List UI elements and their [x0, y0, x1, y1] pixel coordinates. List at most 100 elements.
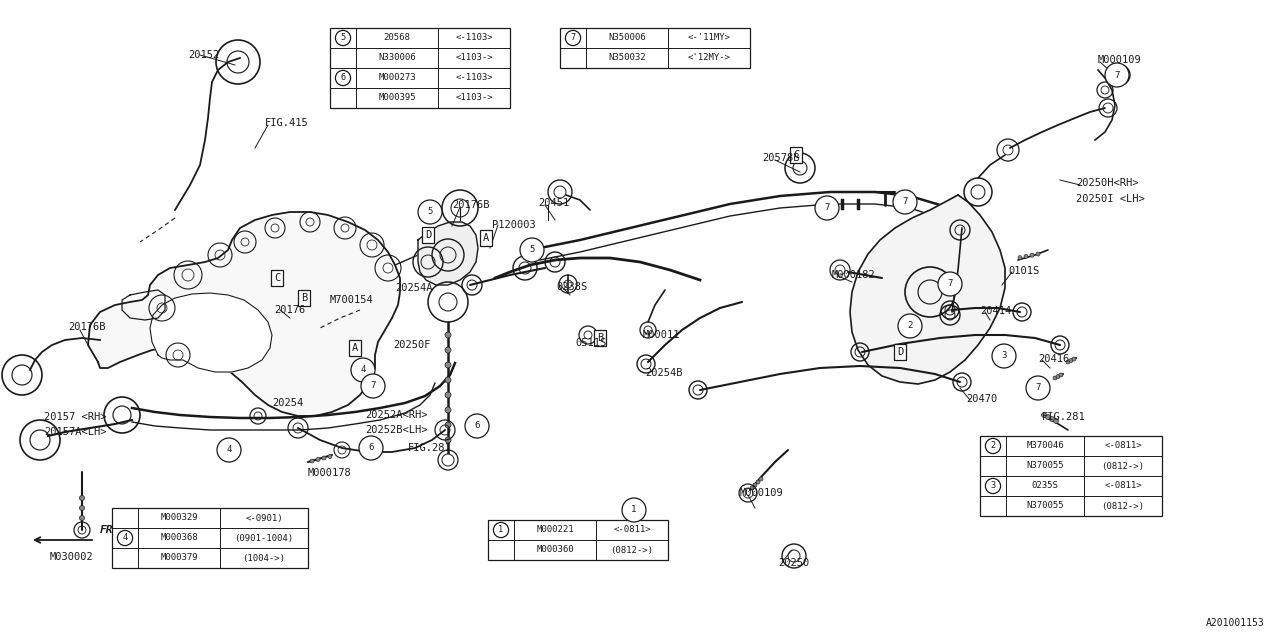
Text: 20252A<RH>: 20252A<RH>: [365, 410, 428, 420]
Bar: [488, 520, 668, 560]
Text: 7: 7: [370, 381, 376, 390]
Circle shape: [79, 495, 84, 500]
Circle shape: [361, 374, 385, 398]
Text: 7: 7: [947, 280, 952, 289]
Circle shape: [445, 347, 451, 353]
Circle shape: [445, 392, 451, 398]
Text: 3: 3: [991, 481, 996, 490]
Text: 20176: 20176: [274, 305, 305, 315]
Text: <-0901): <-0901): [246, 513, 283, 522]
Circle shape: [419, 200, 442, 224]
Circle shape: [358, 436, 383, 460]
Text: P120003: P120003: [492, 220, 536, 230]
Circle shape: [335, 70, 351, 86]
Text: 2: 2: [908, 321, 913, 330]
Text: 20250H<RH>: 20250H<RH>: [1076, 178, 1138, 188]
Text: A: A: [483, 233, 489, 243]
Circle shape: [1024, 254, 1028, 259]
Circle shape: [445, 407, 451, 413]
Polygon shape: [850, 195, 1005, 384]
Text: N370055: N370055: [1027, 502, 1064, 511]
Circle shape: [323, 456, 326, 460]
Circle shape: [1036, 252, 1039, 256]
Circle shape: [79, 515, 84, 520]
Text: 6: 6: [340, 74, 346, 83]
Polygon shape: [88, 212, 399, 416]
Circle shape: [1053, 419, 1059, 424]
Text: N370055: N370055: [1027, 461, 1064, 470]
Text: C: C: [274, 273, 280, 283]
Circle shape: [1105, 63, 1129, 87]
Circle shape: [465, 414, 489, 438]
Text: 0511S: 0511S: [575, 338, 607, 348]
Circle shape: [750, 486, 754, 490]
Text: (0812->): (0812->): [1102, 502, 1144, 511]
Circle shape: [899, 314, 922, 338]
Circle shape: [753, 483, 756, 487]
Text: 7: 7: [1036, 383, 1041, 392]
Circle shape: [1018, 255, 1021, 260]
Circle shape: [218, 438, 241, 462]
Text: 0235S: 0235S: [1032, 481, 1059, 490]
Text: M700154: M700154: [330, 295, 374, 305]
Circle shape: [1053, 376, 1057, 380]
Circle shape: [1041, 387, 1044, 390]
Text: 20568: 20568: [384, 33, 411, 42]
Text: M370046: M370046: [1027, 442, 1064, 451]
Circle shape: [445, 362, 451, 368]
Circle shape: [1042, 413, 1047, 417]
Text: <-0811>: <-0811>: [1105, 481, 1142, 490]
Text: 6: 6: [475, 422, 480, 431]
Text: 20152: 20152: [188, 50, 219, 60]
Text: M000273: M000273: [378, 74, 416, 83]
Circle shape: [1059, 373, 1062, 377]
Circle shape: [445, 422, 451, 428]
Bar: [980, 436, 1162, 516]
Text: N330006: N330006: [378, 54, 416, 63]
Text: 4: 4: [360, 365, 366, 374]
Text: 20250I <LH>: 20250I <LH>: [1076, 194, 1144, 204]
Circle shape: [79, 506, 84, 511]
Text: 20254B: 20254B: [645, 368, 682, 378]
Circle shape: [1073, 357, 1076, 361]
Text: 20157A<LH>: 20157A<LH>: [44, 427, 106, 437]
Circle shape: [566, 30, 581, 45]
Text: N350032: N350032: [608, 54, 646, 63]
Circle shape: [520, 238, 544, 262]
Text: <-0811>: <-0811>: [613, 525, 650, 534]
Circle shape: [986, 478, 1001, 493]
Circle shape: [1046, 415, 1051, 419]
Text: <-1103>: <-1103>: [456, 74, 493, 83]
Text: D: D: [897, 347, 904, 357]
Circle shape: [1030, 253, 1034, 257]
Text: N350006: N350006: [608, 33, 646, 42]
Text: C: C: [792, 150, 799, 160]
Text: 7: 7: [1115, 70, 1120, 79]
Circle shape: [938, 272, 963, 296]
Text: B: B: [596, 333, 603, 343]
Circle shape: [1069, 358, 1073, 362]
Text: 20451: 20451: [538, 198, 570, 208]
Circle shape: [310, 459, 314, 463]
Text: 5: 5: [340, 33, 346, 42]
Text: FIG.281: FIG.281: [408, 443, 452, 453]
Text: 20176B: 20176B: [452, 200, 489, 210]
Text: 2: 2: [991, 442, 996, 451]
Text: 4: 4: [227, 445, 232, 454]
Text: <-0811>: <-0811>: [1105, 442, 1142, 451]
Text: 3: 3: [1001, 351, 1006, 360]
Circle shape: [1027, 376, 1050, 400]
Text: A201001153: A201001153: [1206, 618, 1265, 628]
Text: 6: 6: [369, 444, 374, 452]
Text: M000379: M000379: [160, 554, 198, 563]
Circle shape: [351, 358, 375, 382]
Text: M000109: M000109: [740, 488, 783, 498]
Polygon shape: [419, 222, 477, 285]
Text: 7: 7: [902, 198, 908, 207]
Text: (0901-1004): (0901-1004): [234, 534, 293, 543]
Circle shape: [893, 190, 916, 214]
Text: M00011: M00011: [643, 330, 681, 340]
Text: FIG.281: FIG.281: [1042, 412, 1085, 422]
Text: 4: 4: [123, 534, 128, 543]
Text: 7: 7: [571, 33, 576, 42]
